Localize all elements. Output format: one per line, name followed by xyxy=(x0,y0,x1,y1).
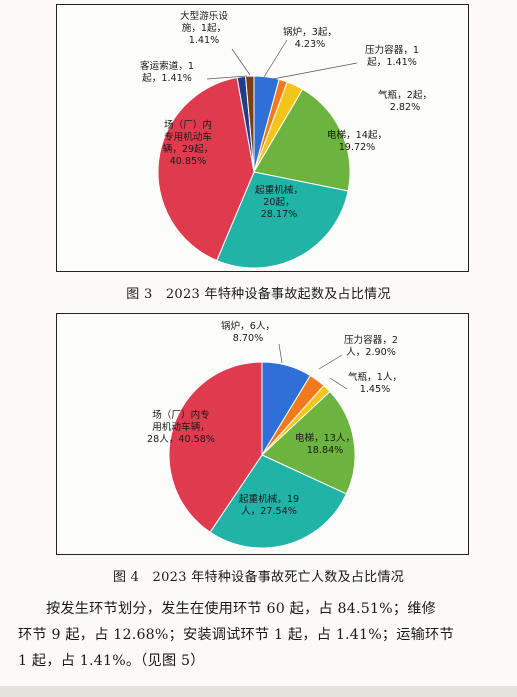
slice-data-label: 气瓶，2起， 2.82% xyxy=(378,89,432,113)
leader-line xyxy=(206,75,248,80)
pie-slice xyxy=(168,361,263,533)
leader-line xyxy=(231,48,251,76)
leader-line xyxy=(278,343,283,364)
leader-line xyxy=(329,377,348,390)
slice-data-label: 锅炉，3起， 4.23% xyxy=(283,26,337,50)
slice-data-label: 锅炉，6人， 8.70% xyxy=(221,320,275,344)
slice-data-label: 压力容器，1 起，1.41% xyxy=(365,44,419,68)
slice-data-label: 起重机械， 20起， 28.17% xyxy=(255,184,303,220)
slice-data-label: 起重机械，19 人，27.54% xyxy=(239,493,299,517)
figure-3-pie-svg: 锅炉，3起， 4.23% 压力容器，1 起，1.41% 气瓶，2起， 2.82% 电梯，14… xyxy=(140,10,432,269)
pie-slice xyxy=(261,390,356,495)
slice-data-label: 气瓶，1人， 1.45% xyxy=(348,371,402,395)
slice-data-label: 场（厂）内专用机动车辆， 28人，40.58% xyxy=(147,409,215,445)
slice-data-label: 客运索道，1 起，1.41% xyxy=(140,60,194,84)
figure-4-pie-svg: 锅炉，6人， 8.70% 压力容器，2 人，2.90% 气瓶，1人， 1.45% 电梯，13… xyxy=(147,320,402,549)
slice-data-label: 电梯，13人， 18.84% xyxy=(295,432,355,456)
pie-slice xyxy=(209,454,348,549)
pie-slice xyxy=(157,76,255,262)
paragraph-line: 环节 9 起，占 12.68%；安装调试环节 1 起，占 1.41%；运输环节 xyxy=(18,627,454,643)
figure-3-caption: 图 3 2023 年特种设备事故起数及占比情况 xyxy=(126,287,391,302)
slice-data-label: 压力容器，2 人，2.90% xyxy=(344,334,398,358)
leader-line xyxy=(318,354,343,370)
leader-line xyxy=(272,62,358,80)
slice-data-label: 场（厂）内专用机动车辆，29起， 40.85% xyxy=(163,119,214,167)
slice-data-label: 电梯，14起， 19.72% xyxy=(327,129,387,153)
figure-4-chart: 锅炉，6人， 8.70% 压力容器，2 人，2.90% 气瓶，1人， 1.45% 电梯，13… xyxy=(56,313,469,555)
leader-line xyxy=(263,39,288,78)
slice-data-label: 大型游乐设施，1起， 1.41% xyxy=(180,10,228,46)
pie-slice xyxy=(216,171,349,269)
body-paragraph: 按发生环节划分，发生在使用环节 60 起，占 84.51%；维修 环节 9 起，… xyxy=(18,596,504,674)
figure-3-chart: 锅炉，3起， 4.23% 压力容器，1 起，1.41% 气瓶，2起， 2.82% 电梯，14… xyxy=(56,4,469,272)
pie-slice xyxy=(253,88,351,192)
paragraph-line: 1 起，占 1.41%。（见图 5） xyxy=(18,653,205,669)
bottom-strip xyxy=(0,686,517,697)
paragraph-line: 按发生环节划分，发生在使用环节 60 起，占 84.51%；维修 xyxy=(46,601,437,617)
figure-4-caption: 图 4 2023 年特种设备事故死亡人数及占比情况 xyxy=(112,570,405,585)
